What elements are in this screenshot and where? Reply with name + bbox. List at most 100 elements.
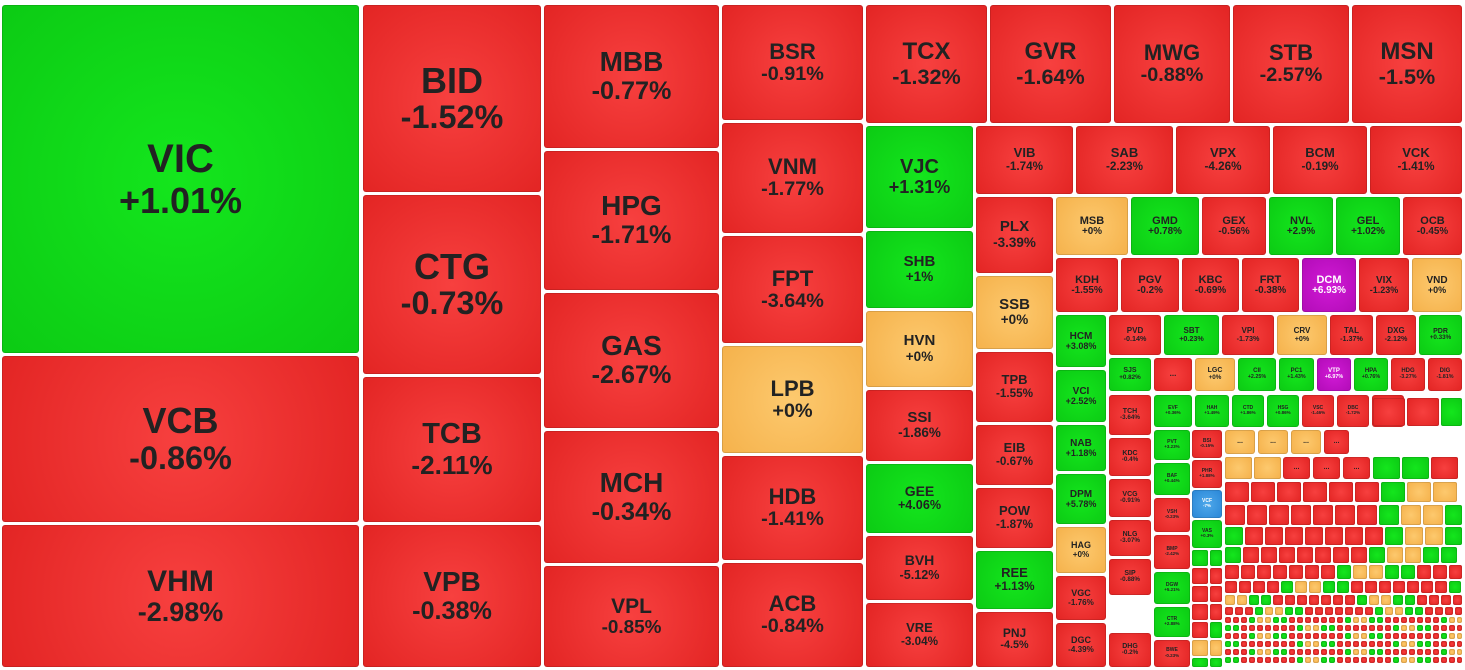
- small-tile[interactable]: [1407, 482, 1431, 502]
- stock-tile[interactable]: POW -1.87%: [976, 488, 1053, 548]
- stock-tile[interactable]: MBB -0.77%: [544, 5, 719, 148]
- stock-tile[interactable]: PVD -0.14%: [1109, 315, 1161, 355]
- small-tile[interactable]: [1401, 641, 1407, 647]
- small-tile[interactable]: [1192, 568, 1208, 584]
- small-tile[interactable]: [1417, 625, 1423, 631]
- small-tile[interactable]: [1457, 617, 1462, 623]
- stock-tile[interactable]: VIX -1.23%: [1359, 258, 1409, 312]
- small-tile[interactable]: [1335, 505, 1355, 525]
- small-tile[interactable]: [1265, 617, 1271, 623]
- stock-tile[interactable]: CII +2.25%: [1238, 358, 1276, 391]
- small-tile[interactable]: [1337, 625, 1343, 631]
- small-tile[interactable]: [1273, 625, 1279, 631]
- small-tile[interactable]: [1305, 565, 1319, 579]
- small-tile[interactable]: [1281, 625, 1287, 631]
- small-tile[interactable]: [1425, 633, 1431, 639]
- small-tile[interactable]: [1329, 649, 1335, 655]
- stock-tile[interactable]: PNJ -4.5%: [976, 612, 1053, 667]
- stock-tile[interactable]: HAH +1.49%: [1195, 395, 1229, 427]
- small-tile[interactable]: [1265, 607, 1273, 615]
- small-tile[interactable]: [1233, 625, 1239, 631]
- small-tile[interactable]: [1445, 505, 1462, 525]
- stock-tile[interactable]: VPL -0.85%: [544, 566, 719, 667]
- small-tile[interactable]: [1381, 595, 1391, 605]
- small-tile[interactable]: [1433, 617, 1439, 623]
- small-tile[interactable]: [1449, 581, 1461, 593]
- small-tile[interactable]: [1373, 398, 1405, 426]
- small-tile[interactable]: [1335, 607, 1343, 615]
- small-tile[interactable]: [1385, 565, 1399, 579]
- small-tile[interactable]: [1377, 633, 1383, 639]
- small-tile[interactable]: [1329, 482, 1353, 502]
- small-tile[interactable]: [1245, 527, 1263, 545]
- stock-tile[interactable]: GAS -2.67%: [544, 293, 719, 428]
- small-tile[interactable]: [1361, 625, 1367, 631]
- small-tile[interactable]: [1237, 595, 1247, 605]
- small-tile[interactable]: [1297, 641, 1303, 647]
- small-tile[interactable]: [1265, 625, 1271, 631]
- small-tile[interactable]: [1225, 641, 1231, 647]
- small-tile[interactable]: [1361, 641, 1367, 647]
- stock-tile[interactable]: SIP -0.88%: [1109, 559, 1151, 595]
- small-tile[interactable]: [1425, 657, 1431, 663]
- small-tile[interactable]: [1313, 617, 1319, 623]
- small-tile[interactable]: [1225, 607, 1233, 615]
- stock-tile[interactable]: DIG -1.81%: [1428, 358, 1462, 391]
- small-tile[interactable]: [1433, 625, 1439, 631]
- stock-tile[interactable]: DGW +5.21%: [1154, 572, 1190, 604]
- small-tile[interactable]: [1321, 657, 1327, 663]
- small-tile[interactable]: [1297, 625, 1303, 631]
- stock-tile[interactable]: DGC -4.39%: [1056, 623, 1106, 667]
- small-tile[interactable]: [1297, 649, 1303, 655]
- small-tile[interactable]: [1401, 617, 1407, 623]
- stock-tile[interactable]: MCH -0.34%: [544, 431, 719, 563]
- small-tile[interactable]: [1369, 565, 1383, 579]
- small-tile[interactable]: [1361, 617, 1367, 623]
- stock-tile[interactable]: BSI -0.15%: [1192, 430, 1222, 458]
- small-tile[interactable]: [1377, 641, 1383, 647]
- small-tile[interactable]: [1345, 657, 1351, 663]
- small-tile[interactable]: [1257, 641, 1263, 647]
- small-tile[interactable]: [1297, 617, 1303, 623]
- small-tile[interactable]: [1233, 617, 1239, 623]
- small-tile[interactable]: [1325, 607, 1333, 615]
- small-tile[interactable]: [1401, 649, 1407, 655]
- small-tile[interactable]: [1441, 625, 1447, 631]
- small-tile[interactable]: [1277, 482, 1301, 502]
- small-tile[interactable]: [1295, 607, 1303, 615]
- stock-tile[interactable]: VNM -1.77%: [722, 123, 863, 233]
- small-tile[interactable]: [1289, 565, 1303, 579]
- small-tile[interactable]: [1385, 607, 1393, 615]
- small-tile[interactable]: [1329, 633, 1335, 639]
- small-tile[interactable]: [1305, 649, 1311, 655]
- small-tile[interactable]: [1265, 657, 1271, 663]
- small-tile[interactable]: [1289, 657, 1295, 663]
- small-tile[interactable]: [1289, 641, 1295, 647]
- small-tile[interactable]: [1233, 641, 1239, 647]
- small-tile[interactable]: [1329, 641, 1335, 647]
- stock-tile[interactable]: SSB +0%: [976, 276, 1053, 349]
- small-tile[interactable]: [1241, 641, 1247, 647]
- small-tile[interactable]: [1345, 527, 1363, 545]
- small-tile[interactable]: [1345, 633, 1351, 639]
- small-tile[interactable]: [1345, 649, 1351, 655]
- small-tile[interactable]: [1377, 617, 1383, 623]
- stock-tile[interactable]: ...: [1283, 457, 1310, 479]
- stock-tile[interactable]: VCI +2.52%: [1056, 370, 1106, 422]
- small-tile[interactable]: [1249, 617, 1255, 623]
- stock-tile[interactable]: VIB -1.74%: [976, 126, 1073, 194]
- small-tile[interactable]: [1285, 527, 1303, 545]
- small-tile[interactable]: [1337, 565, 1351, 579]
- small-tile[interactable]: [1329, 617, 1335, 623]
- small-tile[interactable]: [1291, 505, 1311, 525]
- small-tile[interactable]: [1345, 617, 1351, 623]
- small-tile[interactable]: [1449, 625, 1455, 631]
- small-tile[interactable]: [1255, 607, 1263, 615]
- small-tile[interactable]: [1225, 649, 1231, 655]
- small-tile[interactable]: [1225, 547, 1241, 563]
- stock-tile[interactable]: ...: [1291, 430, 1321, 454]
- small-tile[interactable]: [1393, 649, 1399, 655]
- small-tile[interactable]: [1239, 581, 1251, 593]
- small-tile[interactable]: [1241, 625, 1247, 631]
- stock-tile[interactable]: VCF -7%: [1192, 490, 1222, 518]
